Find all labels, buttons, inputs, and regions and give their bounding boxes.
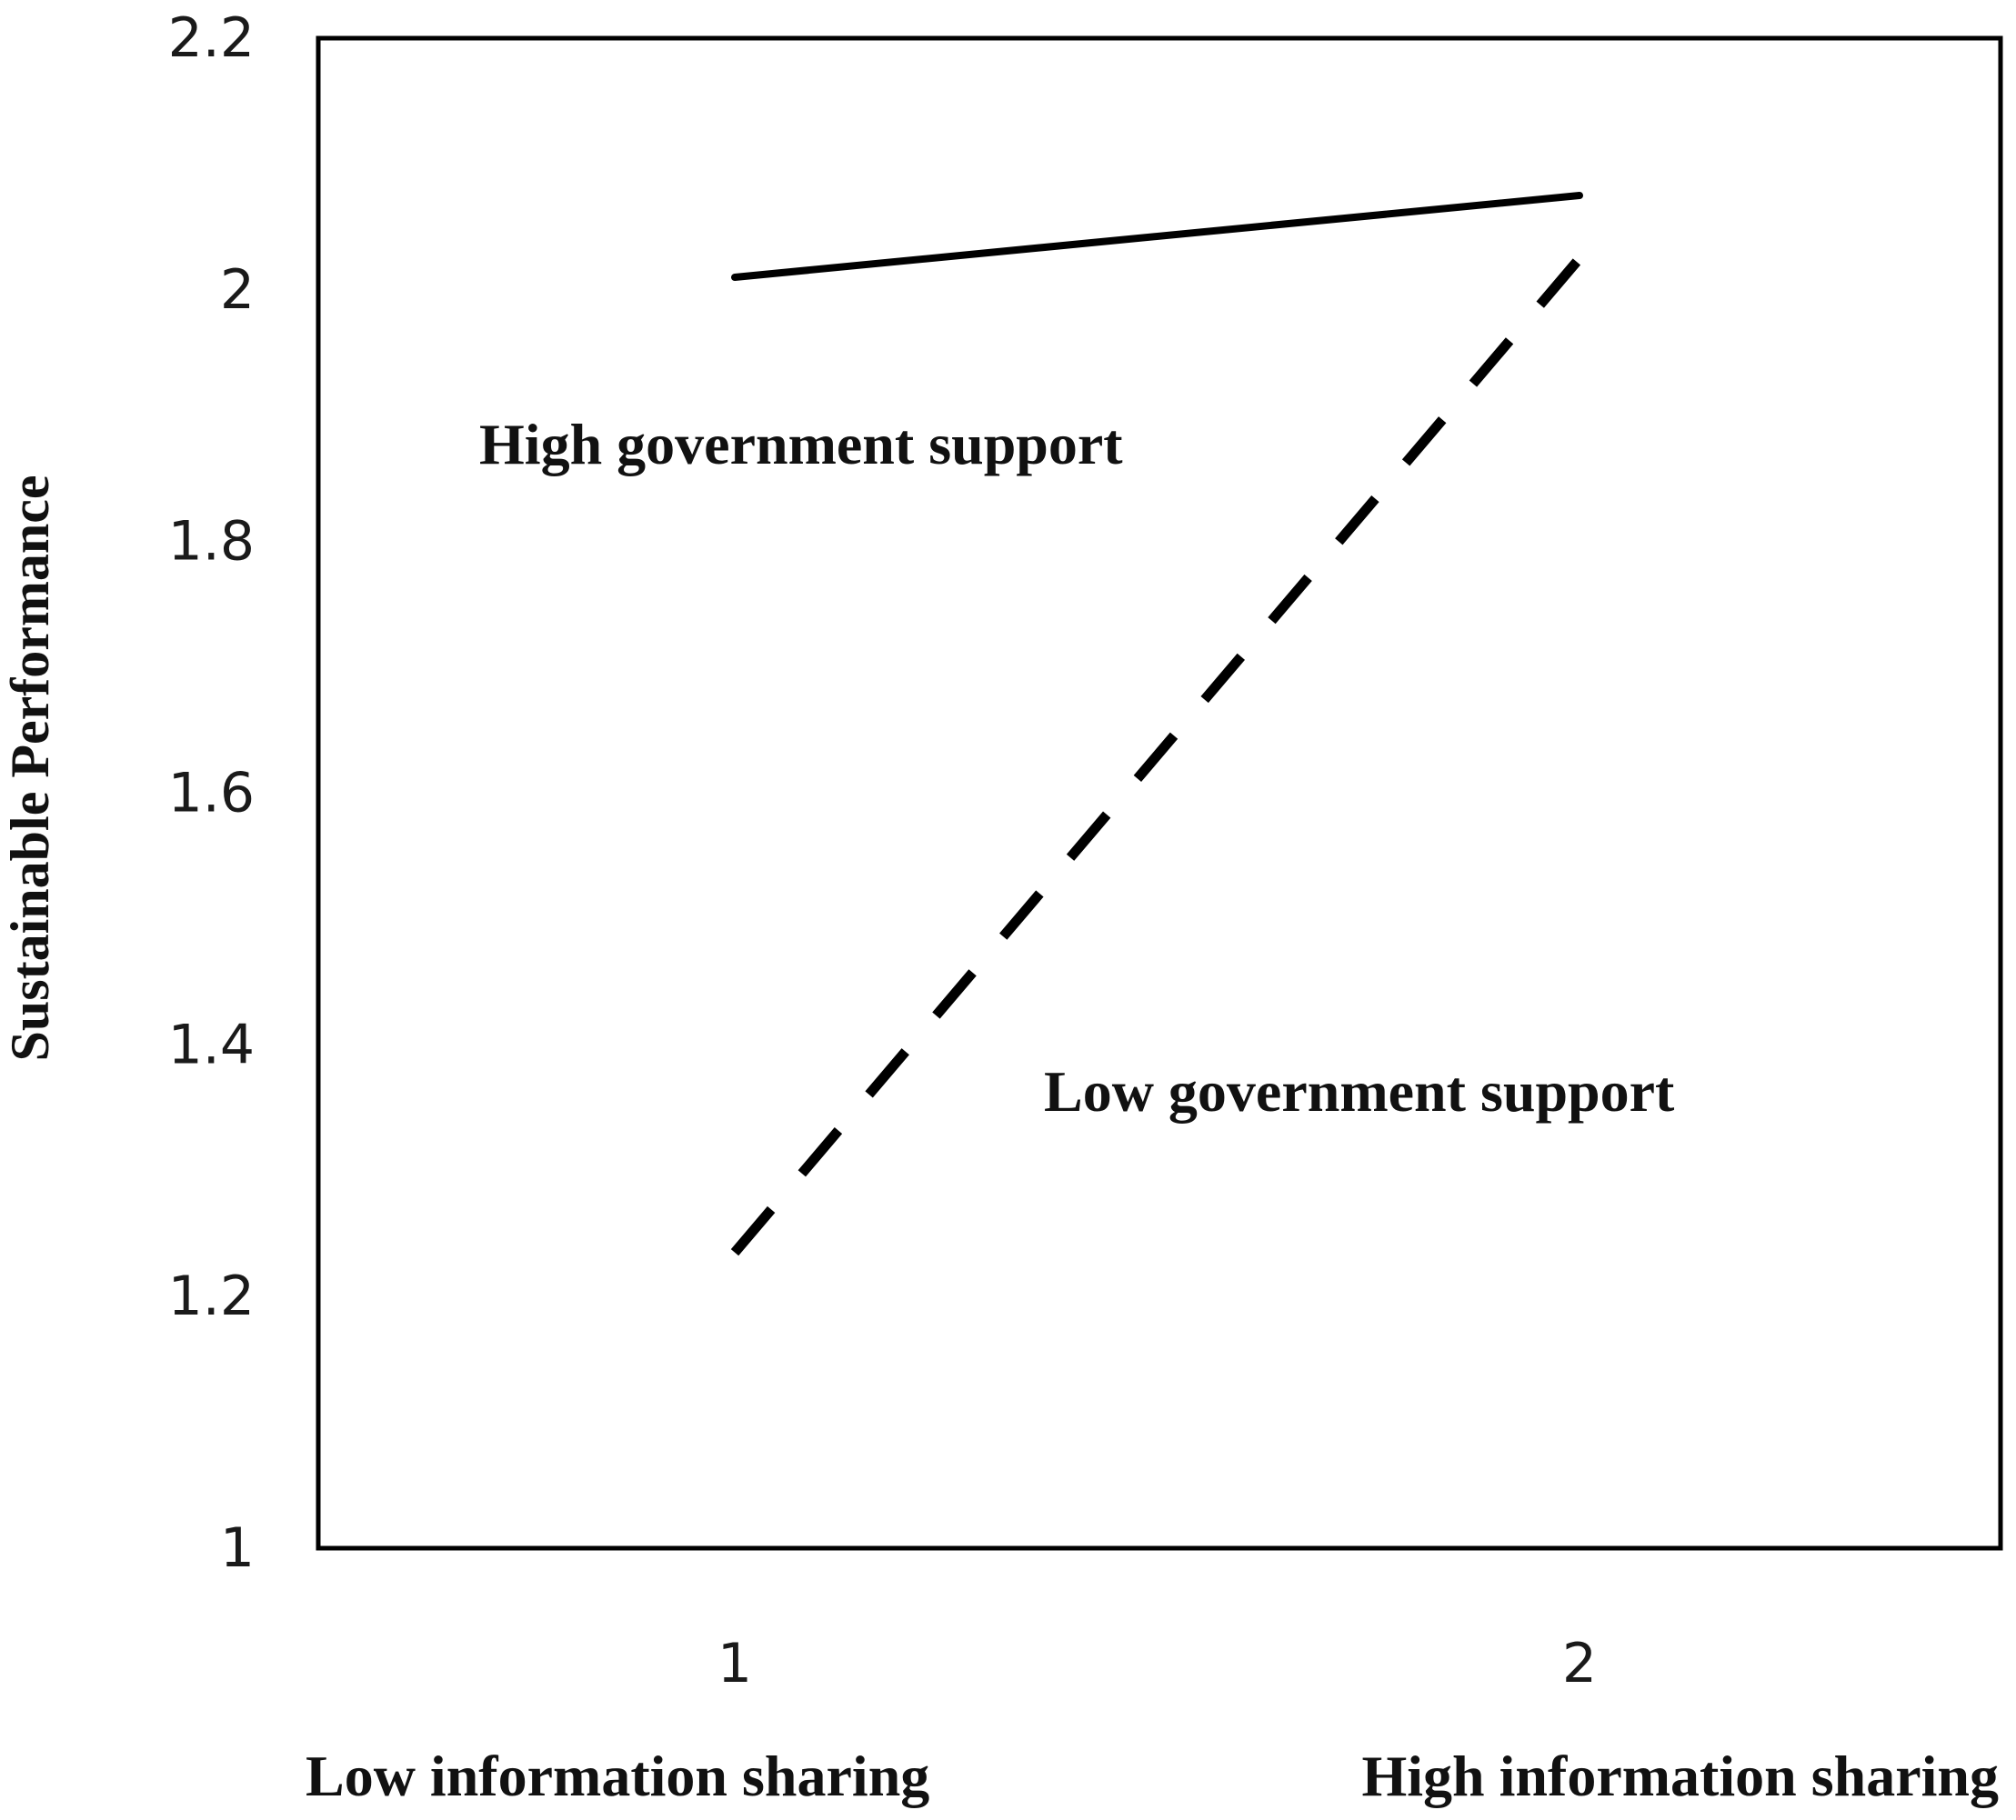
x-tick-label: 1 [717,1632,752,1695]
x-category-label: Low information sharing [306,1744,929,1808]
x-category-label: High information sharing [1361,1744,1999,1808]
high-government-support-label: High government support [479,412,1123,476]
x-axis-category-labels: Low information sharing High information … [306,1744,1999,1808]
y-tick-label: 1.6 [168,762,255,825]
low-government-support-label: Low government support [1044,1059,1675,1124]
y-tick-label: 2 [220,258,255,322]
y-axis-tick-labels: 1 1.2 1.4 1.6 1.8 2 2.2 [168,6,255,1580]
y-tick-label: 1.8 [168,510,255,574]
series-lines [730,192,1584,1256]
plot-frame [316,35,2003,1551]
y-tick-label: 2.2 [168,6,255,70]
low-government-support-line [730,255,1584,1256]
x-tick-label: 2 [1562,1632,1597,1695]
y-tick-label: 1 [220,1516,255,1580]
series-annotations: High government support Low government su… [479,412,1675,1124]
y-axis-title: Sustainable Performance [0,475,60,1062]
high-government-support-line [731,192,1583,281]
y-tick-label: 1.2 [168,1265,255,1328]
y-tick-label: 1.4 [168,1013,255,1076]
